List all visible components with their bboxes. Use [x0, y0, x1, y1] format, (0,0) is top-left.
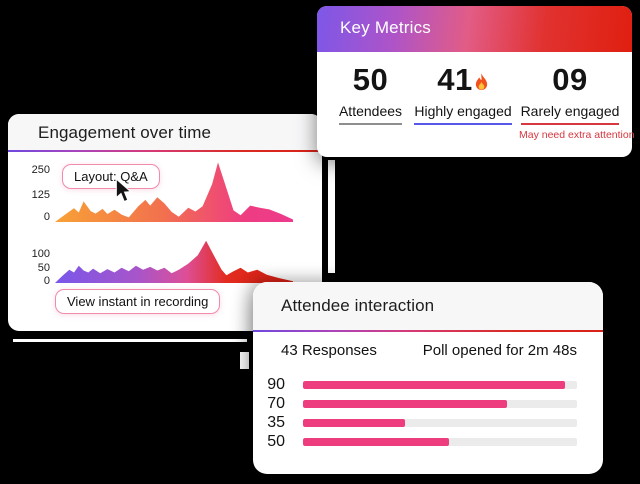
gradient-divider	[253, 330, 603, 332]
y-axis-tick: 250	[31, 164, 50, 176]
recording-tooltip-chip[interactable]: View instant in recording	[55, 289, 221, 314]
layout-tooltip-label: Layout: Q&A	[74, 169, 148, 184]
attendee-card-header: Attendee interaction	[253, 282, 603, 330]
highly-engaged-count: 41	[414, 63, 512, 97]
gradient-divider	[8, 150, 322, 152]
poll-bar-track	[303, 419, 577, 427]
artifact-vertical-strip	[328, 160, 335, 273]
y-axis-tick: 100	[31, 248, 50, 260]
key-metrics-header: Key Metrics	[317, 6, 632, 52]
attendee-card: Attendee interaction 43 Responses Poll o…	[253, 282, 603, 474]
y-axis-tick: 125	[31, 189, 50, 201]
attendees-label: Attendees	[338, 103, 403, 125]
cursor-icon	[115, 177, 133, 203]
engagement-card: Engagement over time 250 125 0 Layout: Q…	[8, 114, 322, 331]
attendee-title: Attendee interaction	[281, 296, 435, 315]
y-axis-tick: 0	[43, 275, 50, 287]
highly-engaged-value: 41	[437, 62, 473, 97]
poll-open-duration: Poll opened for 2m 48s	[422, 342, 577, 359]
poll-bar-track	[303, 400, 577, 408]
key-metrics-card: Key Metrics 50 Attendees 41 Highly engag…	[317, 6, 635, 157]
rarely-engaged-note: May need extra attention	[519, 129, 635, 141]
stat-highly-engaged: 41 Highly engaged	[414, 63, 512, 125]
y-axis-tick: 50	[37, 262, 50, 274]
poll-bar-row: 90	[253, 376, 577, 393]
engagement-title: Engagement over time	[38, 123, 212, 142]
engagement-area-chart-bottom	[55, 240, 293, 283]
highly-engaged-label: Highly engaged	[414, 103, 512, 125]
poll-bar-row: 35	[253, 414, 577, 431]
poll-bar-fill	[303, 419, 405, 427]
poll-bar-fill	[303, 438, 449, 446]
engagement-area-chart-top	[55, 162, 293, 222]
flame-icon	[474, 73, 489, 92]
poll-meta-row: 43 Responses Poll opened for 2m 48s	[281, 342, 577, 359]
responses-count: 43 Responses	[281, 342, 377, 359]
layout-tooltip-chip[interactable]: Layout: Q&A	[62, 164, 160, 189]
rarely-engaged-label: Rarely engaged	[520, 103, 620, 125]
poll-bars: 90 70 35 50	[253, 376, 577, 457]
poll-bar-label: 70	[267, 395, 285, 412]
poll-bar-row: 70	[253, 395, 577, 412]
artifact-small-rect	[240, 352, 249, 369]
poll-bar-label: 35	[267, 414, 285, 431]
stat-attendees: 50 Attendees	[323, 63, 418, 125]
poll-bar-label: 50	[267, 433, 285, 450]
poll-bar-fill	[303, 400, 508, 408]
poll-bar-track	[303, 438, 577, 446]
attendees-count: 50	[352, 62, 389, 97]
poll-bar-row: 50	[253, 433, 577, 450]
engagement-card-header: Engagement over time	[8, 114, 322, 150]
poll-bar-track	[303, 381, 577, 389]
poll-bar-fill	[303, 381, 566, 389]
stat-rarely-engaged: 09 Rarely engaged May need extra attenti…	[519, 62, 635, 142]
key-metrics-title: Key Metrics	[340, 18, 431, 37]
artifact-horizontal-line	[13, 339, 247, 342]
rarely-engaged-count: 09	[552, 62, 588, 97]
y-axis-tick: 0	[43, 211, 50, 223]
recording-tooltip-label: View instant in recording	[67, 294, 209, 309]
poll-bar-label: 90	[267, 376, 285, 393]
